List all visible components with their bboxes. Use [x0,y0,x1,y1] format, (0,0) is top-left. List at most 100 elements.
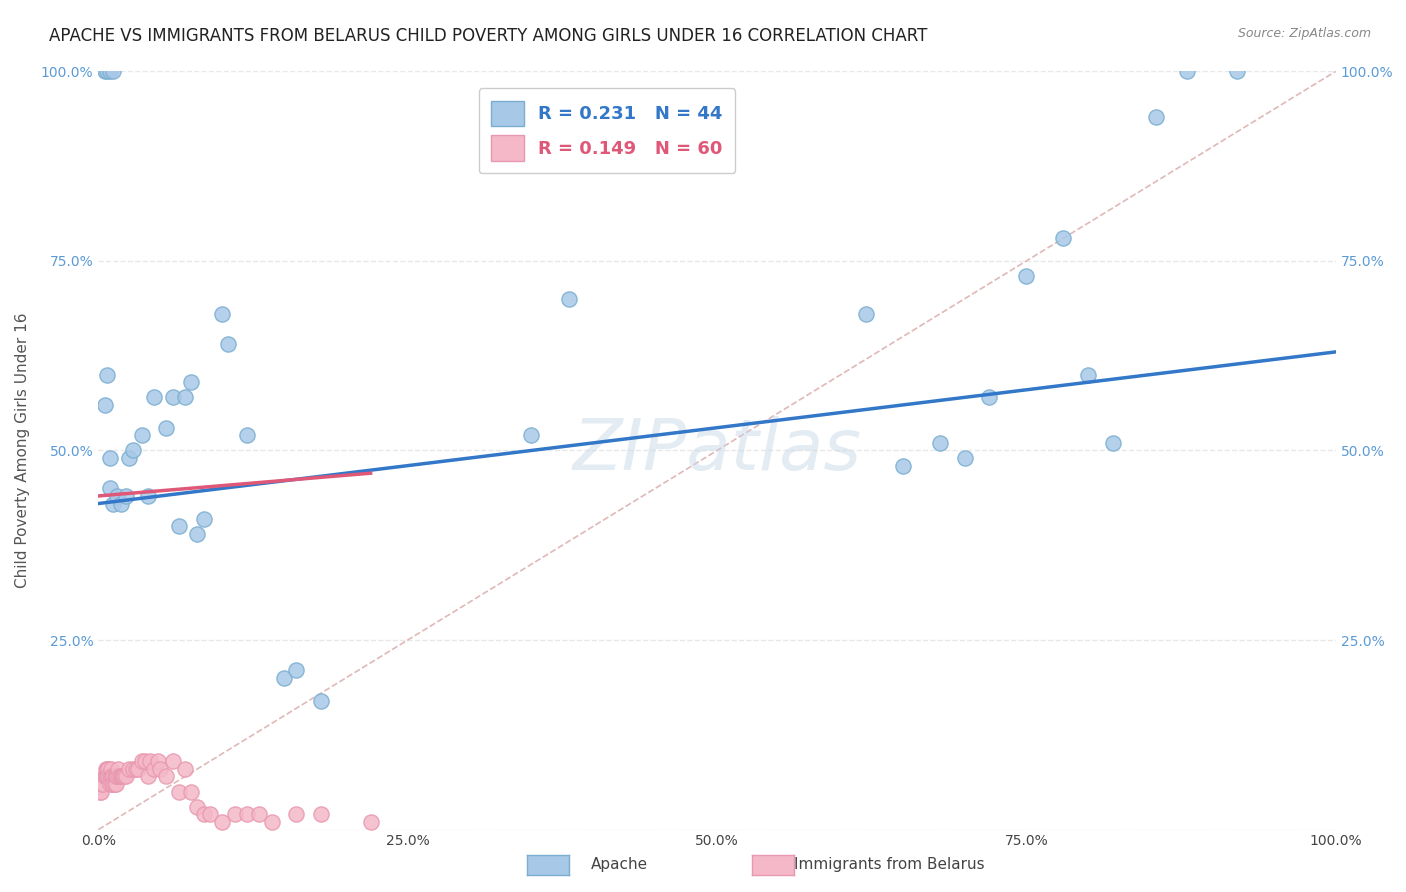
Point [104,777,127,791]
Point [260,815,283,830]
Point [98,64,121,78]
Point [97,762,120,776]
Point [136,489,159,503]
Point [98,482,121,496]
Point [96,368,118,382]
Point [1144,110,1167,124]
Point [103,496,125,510]
Point [104,769,127,784]
Point [100,769,122,784]
Point [112,769,135,784]
Point [96,769,118,784]
Point [90,785,112,799]
Point [131,428,153,442]
Point [1015,269,1038,284]
Point [108,769,131,784]
Point [520,428,543,442]
Point [186,800,208,814]
Point [149,762,172,776]
Point [100,762,122,776]
Point [105,769,128,784]
Point [236,428,259,442]
Point [110,769,132,784]
Point [146,755,169,769]
Point [96,762,118,776]
Point [94,769,117,784]
Point [136,769,159,784]
Point [103,64,125,78]
Point [236,807,259,822]
Point [98,451,121,466]
Point [180,785,202,799]
Point [134,755,156,769]
Point [127,762,149,776]
Point [309,694,332,708]
Point [98,769,121,784]
Point [139,755,162,769]
Point [180,376,202,390]
Point [110,496,132,510]
Point [103,777,125,791]
Point [155,769,177,784]
Point [96,64,118,78]
Point [1077,368,1099,382]
Point [89,785,111,799]
Text: APACHE VS IMMIGRANTS FROM BELARUS CHILD POVERTY AMONG GIRLS UNDER 16 CORRELATION: APACHE VS IMMIGRANTS FROM BELARUS CHILD … [49,27,928,45]
Point [193,807,215,822]
Point [93,777,115,791]
Point [360,815,382,830]
Point [167,519,190,533]
Point [94,762,117,776]
Point [97,769,120,784]
Point [118,762,141,776]
Text: Immigrants from Belarus: Immigrants from Belarus [794,857,986,872]
Point [91,777,114,791]
Text: Source: ZipAtlas.com: Source: ZipAtlas.com [1237,27,1371,40]
Point [93,64,115,78]
Legend: R = 0.231   N = 44, R = 0.149   N = 60: R = 0.231 N = 44, R = 0.149 N = 60 [478,88,735,173]
Point [93,769,115,784]
Point [193,512,215,526]
Point [224,807,246,822]
Point [211,815,233,830]
Point [174,762,197,776]
Y-axis label: Child Poverty Among Girls Under 16: Child Poverty Among Girls Under 16 [15,313,30,588]
Text: Apache: Apache [591,857,648,872]
Point [110,769,132,784]
Point [557,292,579,306]
Point [217,337,239,351]
Point [273,671,295,685]
Point [143,762,166,776]
Point [122,443,145,458]
Point [979,391,1001,405]
Point [1226,64,1249,78]
Point [928,436,950,450]
Point [114,489,136,503]
Point [103,769,125,784]
Point [309,807,332,822]
Point [211,307,233,321]
Point [112,769,135,784]
Point [122,762,145,776]
Point [855,307,877,321]
Point [162,391,184,405]
Point [167,785,190,799]
Point [247,807,270,822]
Point [103,769,125,784]
Point [124,762,146,776]
Point [114,769,136,784]
Point [285,664,308,678]
Point [174,391,197,405]
Point [891,458,914,473]
Point [1052,231,1074,245]
Point [105,489,128,503]
Point [155,421,177,435]
Point [953,451,976,466]
Point [162,755,184,769]
Point [1175,64,1198,78]
Point [93,398,115,412]
Text: ZIPatlas: ZIPatlas [572,416,862,485]
Point [111,769,134,784]
Point [98,777,121,791]
Point [103,777,125,791]
